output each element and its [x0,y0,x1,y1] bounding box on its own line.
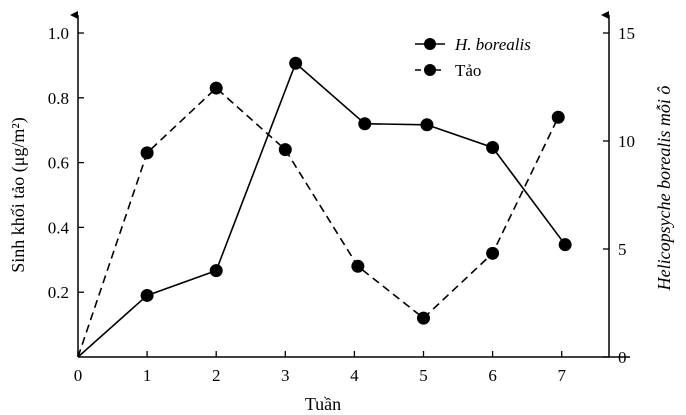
data-point [551,110,565,124]
legend-entry-h-borealis: H. borealis [415,35,531,54]
x-tick-label: 3 [281,366,290,385]
data-point [486,246,500,260]
right-y-tick-label: 5 [618,240,627,259]
series-line [77,86,559,358]
series-line [77,61,566,358]
left-y-tick-label: 0.6 [48,154,69,173]
data-point [140,288,154,302]
data-point [417,311,430,325]
data-point [420,118,434,132]
x-tick-label: 7 [557,366,566,385]
left-y-tick-label: 0.4 [48,218,70,237]
data-point [278,143,292,157]
legend-marker-h-borealis [424,38,436,50]
data-point [558,238,572,252]
data-point [209,81,223,95]
series-h-borealis [77,56,572,358]
legend-entry-tao: Tảo [415,61,481,80]
left-y-tick-label: 0.8 [48,89,69,108]
legend-label-tao: Tảo [455,61,481,80]
legend: H. borealis Tảo [415,35,531,80]
legend-label-h-borealis: H. borealis [454,35,531,54]
series-tao [77,81,565,358]
x-tick-label: 5 [419,366,428,385]
x-axis-title: Tuần [305,394,341,414]
right-y-tick-label: 10 [618,132,635,151]
data-point [486,140,500,154]
x-tick-label: 1 [143,366,152,385]
data-point [358,117,372,131]
data-point [140,146,154,160]
legend-marker-tao [424,64,436,76]
data-point [351,259,365,273]
right-y-axis-title: Helicopsyche borealis mỗi ô [654,86,674,292]
right-y-tick-label: 15 [618,24,635,43]
x-tick-label: 4 [350,366,359,385]
right-y-tick-label: 0 [618,348,627,367]
x-tick-label: 2 [212,366,221,385]
left-y-tick-label: 1.0 [48,24,69,43]
left-y-tick-label: 0.2 [48,283,69,302]
left-y-axis-title: Sinh khối tảo (μg/m²) [8,117,29,273]
data-point [209,264,223,278]
x-tick-label: 0 [74,366,83,385]
data-point [289,56,303,70]
x-tick-label: 6 [488,366,497,385]
